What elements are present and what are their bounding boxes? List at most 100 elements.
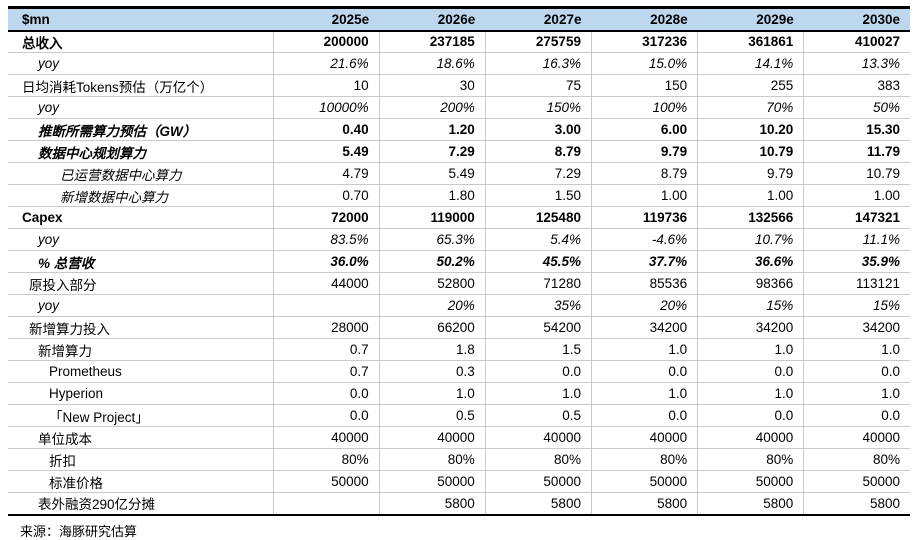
source-note: 来源：海豚研究估算	[20, 523, 138, 539]
row-label: 表外融资290亿分摊	[38, 497, 156, 513]
value-cell: 35%	[484, 294, 592, 317]
row-label: 折扣	[8, 448, 273, 471]
value-cell: 5800	[697, 492, 804, 515]
value-cell: 65.3%	[378, 228, 486, 251]
value-cell: 8.79	[590, 162, 698, 185]
value-cell: 80%	[272, 448, 380, 471]
value-cell: 5800	[803, 492, 910, 515]
table-row: 推断所需算力预估（GW） 0.40 1.20 3.00 6.00 10.20 15.30	[8, 118, 910, 141]
value-cell: 4.79	[272, 162, 380, 185]
forecast-table: $mn 2025e 2026e 2027e 2028e 2029e 2030e 总收入 20…	[8, 6, 910, 516]
table-row: 新增数据中心算力 0.70 1.80 1.50 1.00 1.00 1.00	[8, 184, 910, 207]
table-row: Capex 72000 119000 125480 119736 132566 147321	[8, 206, 910, 229]
value-cell: 35.9%	[803, 250, 910, 273]
value-cell: 383	[803, 74, 910, 97]
value-cell: 5.4%	[484, 228, 592, 251]
table-row: 单位成本 40000 40000 40000 40000 40000 40000	[8, 426, 910, 449]
value-cell: 1.00	[590, 184, 698, 207]
value-cell: 36.6%	[697, 250, 804, 273]
value-cell: 0.0	[697, 404, 804, 427]
value-cell: 5800	[590, 492, 698, 515]
value-cell: 1.0	[590, 338, 698, 361]
row-label: 日均消耗Tokens预估（万亿个）	[8, 74, 273, 97]
table-row: % 总营收 36.0% 50.2% 45.5% 37.7% 36.6% 35.9%	[8, 250, 910, 273]
value-cell: 85536	[590, 272, 698, 295]
value-cell: 0.0	[803, 360, 910, 383]
value-cell: 10.20	[697, 118, 804, 141]
value-cell: 34200	[803, 316, 910, 339]
value-cell: 113121	[803, 272, 910, 295]
value-cell: 34200	[590, 316, 698, 339]
value-cell: 9.79	[590, 140, 698, 163]
value-cell: 83.5%	[272, 228, 380, 251]
table-body: 总收入 200000 237185 275759 317236 361861 410027 y…	[8, 30, 910, 515]
value-cell: 50000	[378, 470, 486, 493]
value-cell: 1.0	[803, 382, 910, 405]
table-row: 标准价格 50000 50000 50000 50000 50000 50000	[8, 470, 910, 493]
row-label: Hyperion	[8, 382, 273, 405]
value-cell: 1.0	[590, 382, 698, 405]
table-row: yoy 83.5% 65.3% 5.4% -4.6% 10.7% 11.1%	[8, 228, 910, 251]
value-cell: -4.6%	[590, 228, 698, 251]
value-cell: 1.0	[484, 382, 592, 405]
value-cell: 40000	[803, 426, 910, 449]
value-cell: 361861	[697, 30, 804, 53]
value-cell: 50%	[803, 96, 910, 119]
value-cell: 30	[378, 74, 486, 97]
value-cell: 0.3	[378, 360, 486, 383]
value-cell: 66200	[378, 316, 486, 339]
value-cell: 0.70	[272, 184, 380, 207]
value-cell: 1.8	[378, 338, 486, 361]
value-cell: 50000	[272, 470, 380, 493]
value-cell: 40000	[378, 426, 486, 449]
value-cell: 1.80	[378, 184, 486, 207]
value-cell: 20%	[378, 294, 486, 317]
value-cell: 10	[272, 74, 380, 97]
value-cell: 1.00	[803, 184, 910, 207]
value-cell: 1.00	[697, 184, 804, 207]
value-cell: 28000	[272, 316, 380, 339]
value-cell: 0.7	[272, 338, 380, 361]
value-cell: 132566	[697, 206, 804, 229]
value-cell: 119736	[590, 206, 698, 229]
table-row: 新增算力 0.7 1.8 1.5 1.0 1.0 1.0	[8, 338, 910, 361]
value-cell: 0.0	[803, 404, 910, 427]
value-cell: 5800	[484, 492, 592, 515]
value-cell: 1.0	[803, 338, 910, 361]
row-label: 单位成本	[8, 426, 273, 449]
value-cell: 0.0	[272, 404, 380, 427]
table-row: 日均消耗Tokens预估（万亿个） 10 30 75 150 255 383	[8, 74, 910, 97]
value-cell: 80%	[484, 448, 592, 471]
value-cell: 11.1%	[803, 228, 910, 251]
value-cell: 317236	[590, 30, 698, 53]
value-cell: 1.0	[378, 382, 486, 405]
value-cell: 40000	[697, 426, 804, 449]
value-cell: 275759	[484, 30, 592, 53]
value-cell: 119000	[378, 206, 486, 229]
row-label: 总收入	[8, 30, 273, 53]
row-label: 已运营数据中心算力	[8, 162, 273, 185]
value-cell: 45.5%	[484, 250, 592, 273]
value-cell: 15%	[803, 294, 910, 317]
table-row: 数据中心规划算力 5.49 7.29 8.79 9.79 10.79 11.79	[8, 140, 910, 163]
value-cell: 34200	[697, 316, 804, 339]
value-cell: 9.79	[697, 162, 804, 185]
row-label: 新增数据中心算力	[8, 184, 273, 207]
row-label: yoy	[8, 52, 273, 75]
value-cell: 8.79	[484, 140, 592, 163]
value-cell: 0.0	[484, 360, 592, 383]
value-cell	[272, 492, 380, 515]
value-cell: 7.29	[484, 162, 592, 185]
year-header-2030e: 2030e	[803, 7, 910, 32]
value-cell: 7.29	[378, 140, 486, 163]
value-cell: 1.0	[697, 382, 804, 405]
value-cell: 0.0	[590, 404, 698, 427]
value-cell: 410027	[803, 30, 910, 53]
table-row: Prometheus 0.7 0.3 0.0 0.0 0.0 0.0	[8, 360, 910, 383]
year-header-2025e: 2025e	[273, 7, 380, 32]
value-cell: 16.3%	[484, 52, 592, 75]
value-cell: 150	[590, 74, 698, 97]
value-cell: 11.79	[803, 140, 910, 163]
row-label: 新增算力投入	[8, 316, 273, 339]
